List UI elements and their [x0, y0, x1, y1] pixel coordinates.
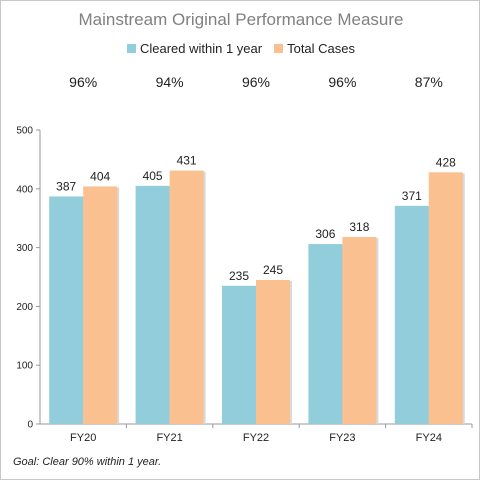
legend-item-cleared: Cleared within 1 year	[126, 41, 263, 56]
percent-label: 87%	[415, 74, 443, 90]
bar-total	[256, 279, 290, 424]
data-label: 431	[177, 154, 197, 168]
y-tick-label: 200	[16, 302, 33, 313]
bar-total	[428, 172, 463, 424]
bar-cleared	[394, 205, 429, 424]
data-label: 387	[56, 179, 76, 193]
chart-footnote: Goal: Clear 90% within 1 year.	[13, 456, 162, 468]
data-label: 371	[402, 189, 422, 203]
x-tick-label: FY22	[243, 432, 269, 444]
x-tick-label: FY24	[416, 432, 442, 444]
x-tick-label: FY20	[70, 432, 96, 444]
bar-cleared	[222, 285, 256, 424]
legend-item-total: Total Cases	[274, 41, 355, 56]
bar-total	[169, 170, 204, 424]
legend-label-cleared: Cleared within 1 year	[139, 41, 263, 56]
percent-label: 96%	[328, 74, 356, 90]
y-tick-label: 300	[16, 243, 33, 254]
bar-cleared	[308, 244, 343, 424]
percent-label: 96%	[242, 74, 270, 90]
data-label: 235	[229, 269, 249, 283]
y-tick-label: 0	[27, 420, 33, 431]
data-label: 405	[143, 169, 163, 183]
bar-cleared	[49, 196, 84, 424]
legend-swatch-total	[274, 44, 284, 53]
data-label: 245	[263, 263, 283, 277]
y-tick-label: 500	[16, 126, 33, 137]
percent-label: 96%	[69, 74, 97, 90]
bar-cleared	[135, 185, 170, 424]
chart-title: Mainstream Original Performance Measure	[78, 10, 404, 29]
data-label: 428	[436, 155, 456, 169]
chart-legend: Cleared within 1 year Total Cases	[1, 41, 480, 56]
data-label: 306	[315, 227, 335, 241]
data-label: 404	[90, 169, 110, 183]
legend-label-total: Total Cases	[287, 41, 356, 56]
y-tick-label: 100	[16, 361, 33, 372]
percent-label: 94%	[156, 74, 184, 90]
x-tick-label: FY21	[156, 432, 182, 444]
bar-total	[83, 186, 118, 424]
y-tick-label: 400	[16, 184, 33, 195]
bar-total	[342, 237, 377, 424]
data-label: 318	[349, 220, 369, 234]
x-tick-label: FY23	[329, 432, 355, 444]
legend-swatch-cleared	[126, 44, 136, 53]
